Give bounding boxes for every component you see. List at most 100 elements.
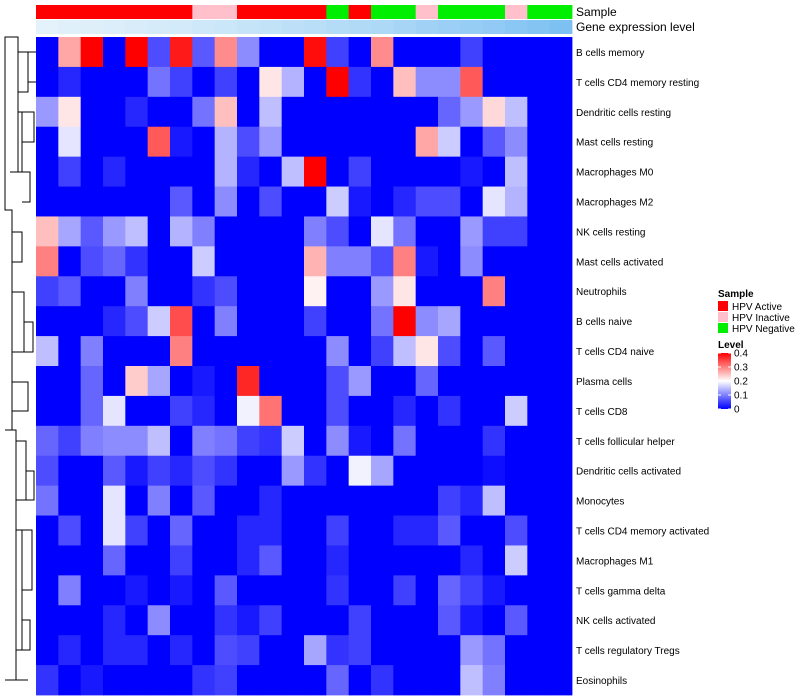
heatmap-cell [80, 246, 104, 277]
heatmap-cell [80, 635, 104, 666]
heatmap-cell [147, 186, 171, 217]
heatmap-cell [259, 605, 283, 636]
heatmap-cell [214, 306, 238, 337]
heatmap-cell [80, 186, 104, 217]
heatmap-cell [505, 515, 528, 546]
expression-bar-cell [147, 20, 171, 34]
heatmap-cell [214, 336, 238, 367]
heatmap-cell [527, 37, 551, 68]
heatmap-cell [371, 366, 394, 397]
heatmap-cell [348, 635, 372, 666]
heatmap-cell [371, 635, 394, 666]
heatmap-cell [348, 665, 372, 696]
heatmap-cell [36, 635, 59, 666]
heatmap-cell [259, 635, 283, 666]
expression-bar-cell [58, 20, 82, 34]
heatmap-cell [505, 186, 528, 217]
heatmap-cell [80, 216, 104, 247]
heatmap-cell [281, 455, 305, 487]
heatmap-cell [438, 366, 461, 397]
heatmap-cell [80, 455, 104, 487]
expression-bar-cell [103, 20, 126, 34]
heatmap-cell [326, 545, 350, 576]
heatmap-cell [103, 216, 126, 247]
heatmap-cell [125, 605, 149, 636]
heatmap-cell [527, 246, 551, 277]
sample-bar-cell [371, 5, 394, 19]
heatmap-cell [482, 635, 506, 666]
heatmap-cell [415, 545, 439, 576]
heatmap-cell [304, 216, 327, 247]
heatmap-cell [259, 455, 283, 487]
heatmap-cell [438, 126, 461, 158]
expression-bar-cell [460, 20, 484, 34]
heatmap-cell [170, 66, 193, 98]
heatmap-cell [147, 276, 171, 307]
heatmap-cell [348, 216, 372, 247]
heatmap-cell [214, 66, 238, 98]
heatmap-cell [505, 306, 528, 337]
heatmap-cell [304, 96, 327, 128]
heatmap-cell [415, 126, 439, 158]
heatmap-cell [348, 156, 372, 187]
expression-bar-cell [438, 20, 461, 34]
heatmap-cell [36, 37, 59, 68]
heatmap-cell [304, 336, 327, 367]
heatmap-cell [147, 306, 171, 337]
heatmap-cell [460, 156, 484, 187]
heatmap-cell [214, 425, 238, 457]
heatmap-cell [438, 336, 461, 367]
legend-entry-label: HPV Active [732, 302, 782, 313]
heatmap-cell [80, 156, 104, 187]
heatmap-cell [192, 455, 216, 487]
heatmap-cell [505, 575, 528, 606]
heatmap-cell [415, 366, 439, 397]
heatmap-cell [505, 96, 528, 128]
heatmap-cell [549, 37, 573, 68]
heatmap-cell [259, 575, 283, 606]
heatmap-cell [192, 366, 216, 397]
heatmap-cell [415, 455, 439, 487]
heatmap-cell [237, 126, 260, 158]
heatmap-cell [393, 575, 417, 606]
heatmap-cell [58, 126, 82, 158]
heatmap-cell [304, 605, 327, 636]
heatmap-cell [214, 395, 238, 427]
heatmap-cell [237, 276, 260, 307]
heatmap-cell [125, 66, 149, 98]
heatmap-cell [103, 575, 126, 606]
sample-bar-cell [125, 5, 149, 19]
heatmap-cell [147, 366, 171, 397]
heatmap-cell [80, 515, 104, 546]
heatmap-cell [192, 66, 216, 98]
row-label: T cells CD4 memory activated [576, 527, 709, 538]
heatmap-cell [237, 575, 260, 606]
heatmap-cell [259, 395, 283, 427]
sample-bar-cell [505, 5, 528, 19]
heatmap-cell [192, 156, 216, 187]
heatmap-cell [371, 276, 394, 307]
heatmap-cell [214, 485, 238, 516]
heatmap-cell [214, 366, 238, 397]
heatmap-cell [549, 665, 573, 696]
heatmap-cell [214, 37, 238, 68]
heatmap-cell [58, 216, 82, 247]
heatmap-cell [170, 96, 193, 128]
sample-bar-cell [58, 5, 82, 19]
heatmap-cell [192, 395, 216, 427]
heatmap-cell [549, 455, 573, 487]
heatmap-cell [58, 635, 82, 666]
row-label: NK cells activated [576, 616, 655, 627]
heatmap-cell [192, 186, 216, 217]
heatmap-cell [304, 366, 327, 397]
heatmap-cell [281, 605, 305, 636]
heatmap-cell [371, 395, 394, 427]
heatmap-cell [393, 425, 417, 457]
heatmap-cell [259, 156, 283, 187]
heatmap-cell [326, 515, 350, 546]
heatmap-cell [103, 425, 126, 457]
heatmap-cell [281, 37, 305, 68]
heatmap-cell [58, 186, 82, 217]
heatmap-cell [259, 186, 283, 217]
